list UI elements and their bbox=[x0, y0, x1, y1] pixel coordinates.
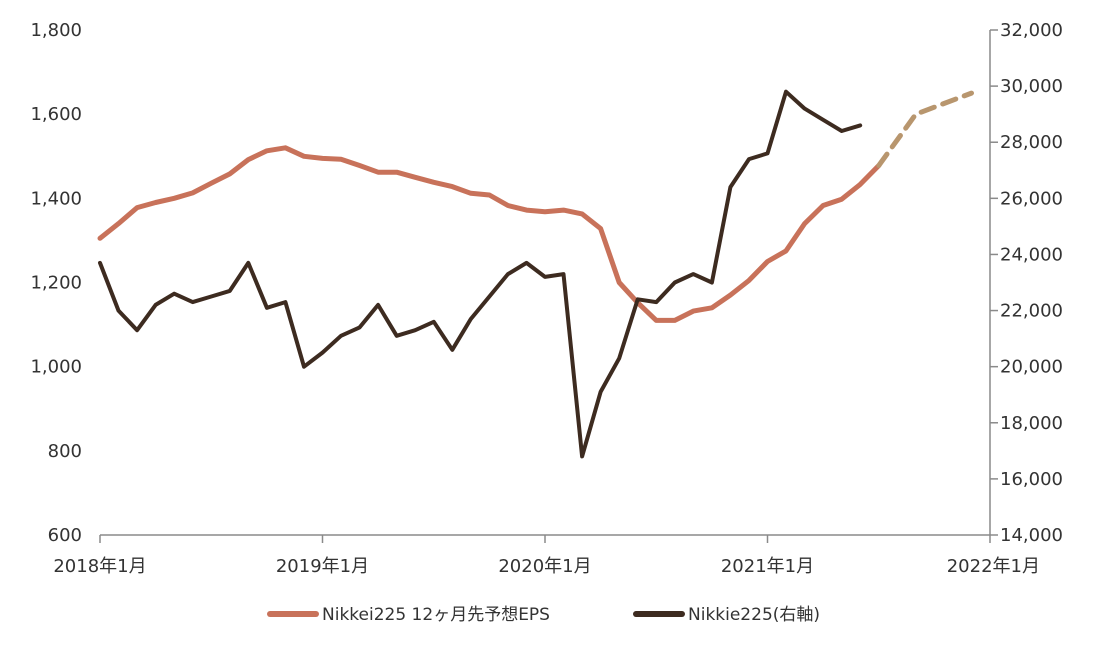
series-nikkei225-line bbox=[98, 89, 863, 459]
y-right-tick-label: 26,000 bbox=[1000, 188, 1063, 209]
x-tick-label: 2019年1月 bbox=[276, 556, 369, 577]
y-right-tick-label: 16,000 bbox=[1000, 469, 1063, 490]
y-right-tick-label: 20,000 bbox=[1000, 357, 1063, 378]
y-left-tick-label: 800 bbox=[48, 441, 82, 462]
y-right-tick-label: 22,000 bbox=[1000, 301, 1063, 322]
x-tick-label: 2022年1月 bbox=[947, 556, 1040, 577]
x-tick-label: 2021年1月 bbox=[721, 556, 814, 577]
y-right-tick-label: 30,000 bbox=[1000, 76, 1063, 97]
tick-labels: 600 800 1,000 1,200 1,400 1,600 1,800 14,000 16,… bbox=[30, 20, 1063, 577]
y-left-tick-label: 1,000 bbox=[30, 357, 82, 378]
x-tick-label: 2020年1月 bbox=[498, 556, 591, 577]
y-right-tick-label: 28,000 bbox=[1000, 132, 1063, 153]
y-right-tick-label: 14,000 bbox=[1000, 525, 1063, 546]
y-left-tick-label: 1,200 bbox=[30, 273, 82, 294]
y-left-tick-label: 1,800 bbox=[30, 20, 82, 41]
y-left-tick-label: 1,400 bbox=[30, 188, 82, 209]
legend: Nikkei225 12ヶ月先予想EPS Nikkie225(右軸) bbox=[267, 605, 820, 625]
y-left-tick-label: 1,600 bbox=[30, 104, 82, 125]
y-right-tick-label: 18,000 bbox=[1000, 413, 1063, 434]
legend-label: Nikkie225(右軸) bbox=[688, 605, 820, 625]
series-lines bbox=[97, 89, 974, 459]
y-right-tick-label: 32,000 bbox=[1000, 20, 1063, 41]
legend-label: Nikkei225 12ヶ月先予想EPS bbox=[322, 605, 550, 625]
series-eps-forecast-dashed bbox=[876, 90, 974, 168]
x-tick-label: 2018年1月 bbox=[53, 556, 146, 577]
y-left-tick-label: 600 bbox=[48, 525, 82, 546]
axes bbox=[99, 29, 998, 543]
series-eps-line bbox=[97, 145, 882, 323]
y-right-tick-label: 24,000 bbox=[1000, 244, 1063, 265]
